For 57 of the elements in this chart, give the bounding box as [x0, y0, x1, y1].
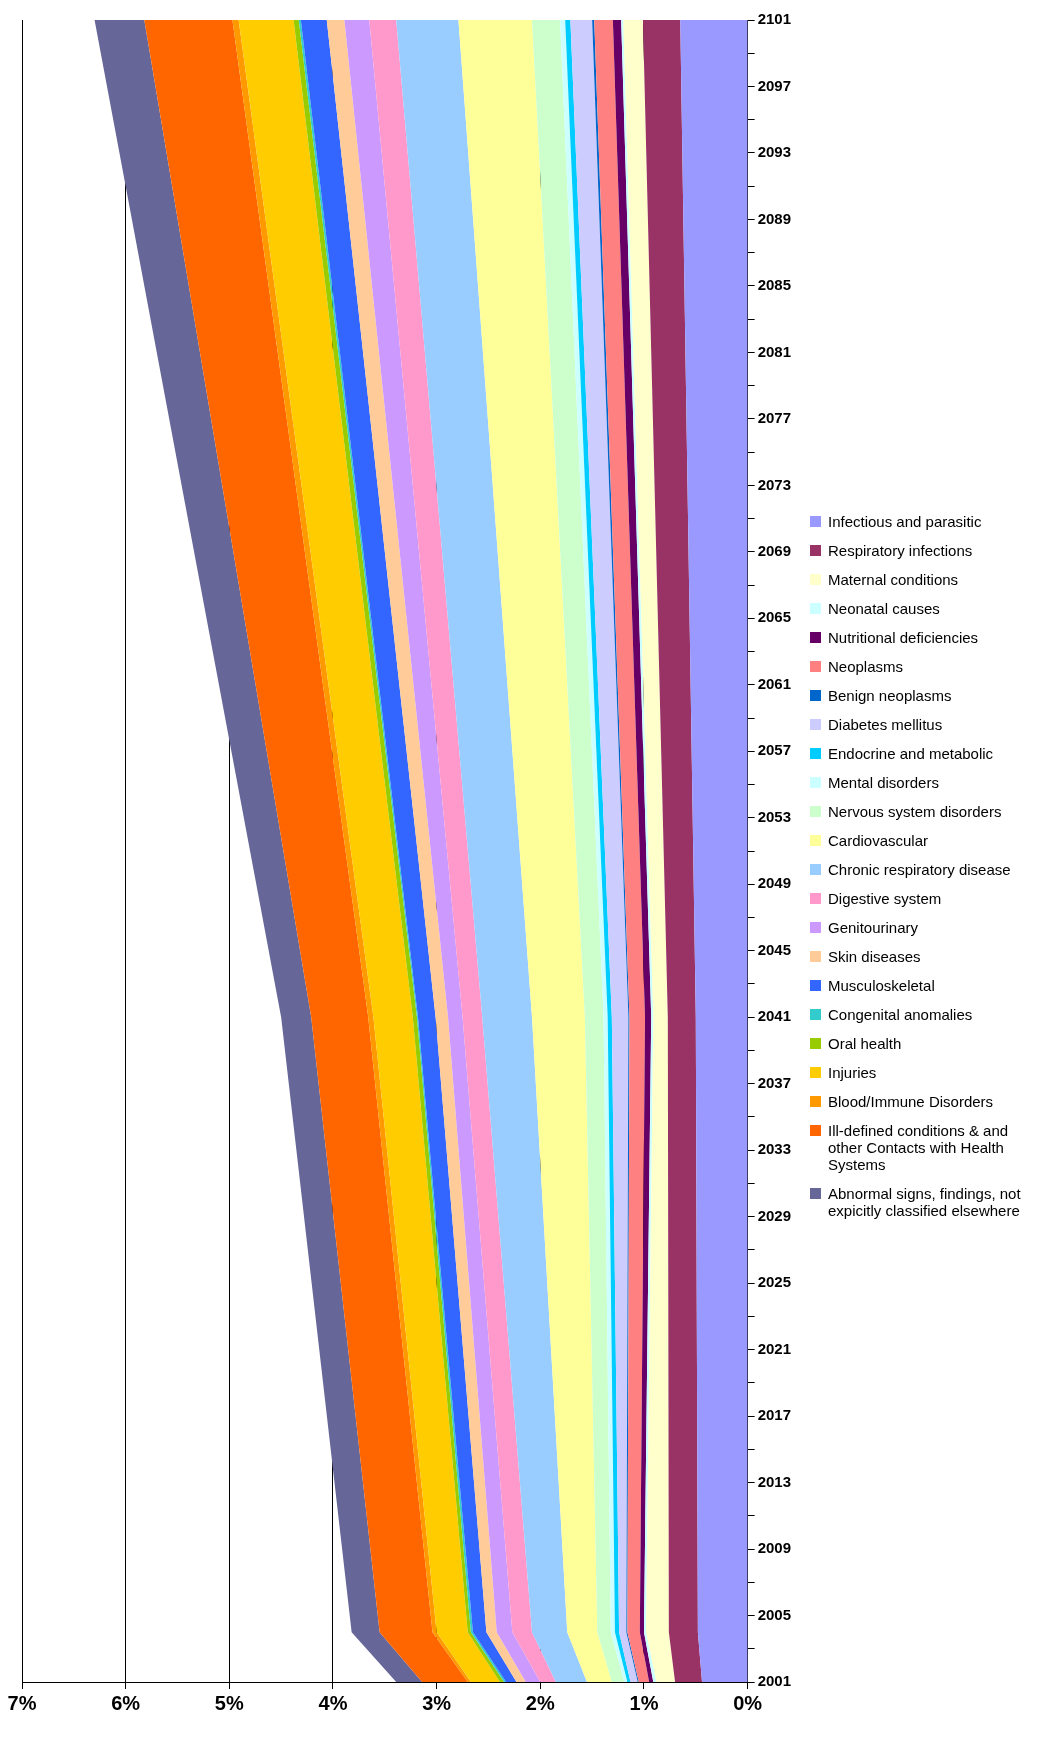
legend-label: Ill-defined conditions & and other Contacts with Health Systems: [828, 1121, 1010, 1173]
legend-label: Neoplasms: [828, 657, 904, 675]
y-tick-label: 2001: [757, 1672, 792, 1690]
legend-label: Maternal conditions: [828, 570, 959, 588]
legend-label: Blood/Immune Disorders: [828, 1092, 994, 1110]
y-tick-label: 2009: [757, 1539, 792, 1557]
y-tick-label: 2049: [757, 874, 792, 892]
y-tick-label: 2077: [757, 409, 792, 427]
y-tick-label: 2041: [757, 1007, 792, 1025]
y-tick-label: 2037: [757, 1073, 792, 1091]
legend-label: Neonatal causes: [828, 599, 940, 617]
y-tick-label: 2005: [757, 1605, 792, 1623]
legend-label: Nutritional deficiencies: [828, 628, 979, 646]
y-tick-label: 2073: [757, 475, 792, 493]
y-tick-label: 2017: [757, 1406, 792, 1424]
legend-label: Mental disorders: [828, 773, 939, 791]
legend-label: Digestive system: [828, 889, 942, 907]
y-tick-label: 2089: [757, 209, 792, 227]
legend-label: Cardiovascular: [828, 831, 929, 849]
y-tick-label: 2065: [757, 608, 792, 626]
y-tick-label: 2093: [757, 143, 792, 161]
legend-label: Benign neoplasms: [828, 686, 952, 704]
x-tick-label: 4%: [318, 1691, 348, 1714]
legend-label: Respiratory infections: [828, 541, 973, 559]
y-tick-label: 2029: [757, 1206, 792, 1224]
legend-label: Congenital anomalies: [828, 1005, 973, 1023]
y-tick-label: 2033: [757, 1140, 792, 1158]
legend-label: Skin diseases: [828, 947, 921, 965]
legend-label: Chronic respiratory disease: [828, 860, 1011, 878]
y-tick-label: 2097: [757, 76, 792, 94]
y-tick-label: 2013: [757, 1472, 792, 1490]
legend-label: Genitourinary: [828, 918, 919, 936]
x-tick-label: 3%: [422, 1691, 452, 1714]
legend-label: Abnormal signs, findings, not expicitly classified elsewhere: [828, 1184, 1022, 1219]
y-tick-label: 2069: [757, 541, 792, 559]
y-tick-label: 2085: [757, 276, 792, 294]
y-tick-label: 2021: [757, 1339, 792, 1357]
x-tick-label: 1%: [629, 1691, 659, 1714]
x-tick-label: 5%: [214, 1691, 244, 1714]
legend-label: Nervous system disorders: [828, 802, 1002, 820]
y-tick-label: 2053: [757, 807, 792, 825]
y-tick-label: 2101: [757, 10, 792, 28]
legend-label: Musculoskeletal: [828, 976, 935, 994]
y-tick-label: 2061: [757, 674, 792, 692]
legend-label: Injuries: [828, 1063, 877, 1081]
x-tick-label: 2%: [525, 1691, 555, 1714]
legend-label: Oral health: [828, 1034, 902, 1052]
x-tick-label: 0%: [733, 1691, 763, 1714]
x-tick-label: 6%: [111, 1691, 141, 1714]
y-tick-label: 2057: [757, 741, 792, 759]
y-tick-label: 2081: [757, 342, 792, 360]
legend-label: Diabetes mellitus: [828, 715, 943, 733]
legend-label: Endocrine and metabolic: [828, 744, 994, 762]
legend-label: Infectious and parasitic: [828, 512, 982, 530]
x-tick-label: 7%: [7, 1691, 37, 1714]
y-tick-label: 2025: [757, 1273, 792, 1291]
y-tick-label: 2045: [757, 940, 792, 958]
